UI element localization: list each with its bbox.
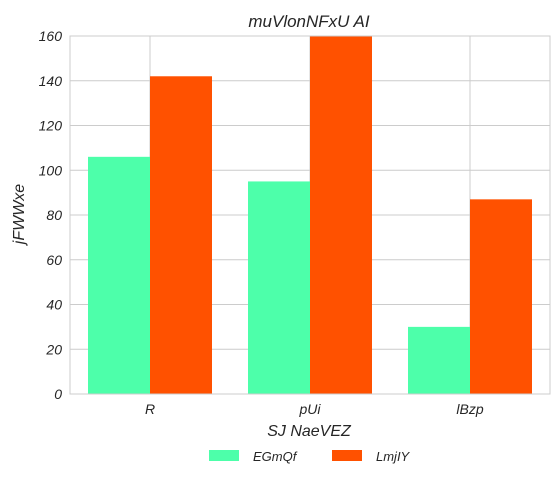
bar-EGmQf-R [88, 156, 150, 394]
bar-EGmQf-pUi [248, 181, 310, 394]
y-tick-label: 140 [39, 73, 63, 89]
legend-label-EGmQf: EGmQf [253, 449, 298, 464]
plot-frame [69, 35, 551, 395]
y-tick-label: 60 [46, 252, 62, 268]
bars [88, 36, 532, 395]
legend-swatch-LmjIY [332, 450, 362, 461]
y-tick-label: 100 [39, 162, 63, 178]
bar-LmjIY-R [150, 76, 212, 395]
legend-label-LmjIY: LmjIY [376, 449, 411, 464]
bar-LmjIY-pUi [310, 36, 372, 394]
chart-title: muVlonNFxU AI [248, 12, 370, 31]
y-tick-label: 120 [39, 118, 63, 134]
x-tick-label: lBzp [456, 401, 483, 417]
legend: EGmQf LmjIY [209, 449, 411, 464]
x-tick-label: pUi [298, 401, 321, 417]
y-tick-label: 40 [46, 297, 62, 313]
x-tick-label: R [145, 401, 155, 417]
legend-swatch-EGmQf [209, 450, 239, 461]
bar-LmjIY-lBzp [470, 199, 532, 394]
y-tick-label: 0 [54, 386, 62, 402]
x-axis-label: SJ NaeVEZ [267, 423, 352, 440]
y-tick-label: 80 [46, 207, 62, 223]
y-tick-label: 20 [45, 341, 62, 357]
y-axis-ticks: 0 20 40 60 80 100 120 140 160 [39, 28, 63, 402]
y-axis-label: jFWWxe [11, 184, 28, 247]
bar-EGmQf-lBzp [408, 326, 470, 394]
y-tick-label: 160 [39, 28, 63, 44]
